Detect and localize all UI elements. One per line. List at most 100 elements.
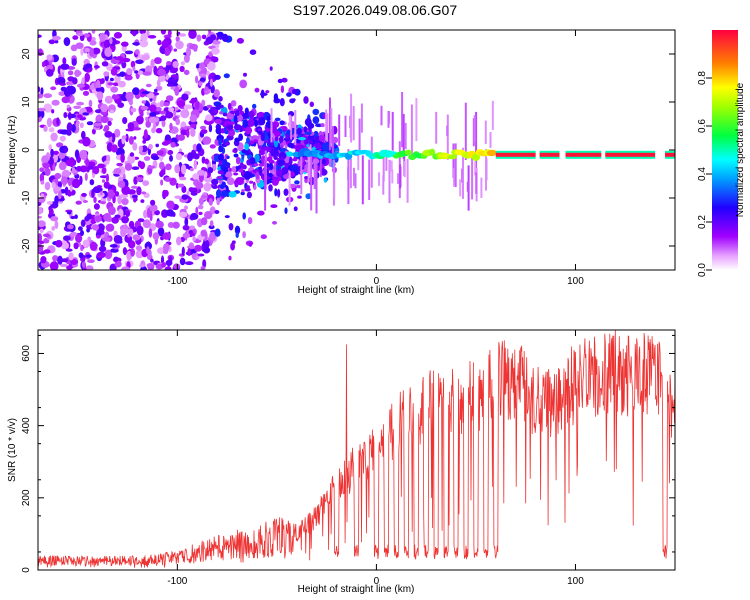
noise-speckle xyxy=(312,116,320,124)
noise-speckle xyxy=(46,69,54,77)
noise-speckle xyxy=(270,204,278,209)
noise-speckle xyxy=(182,232,191,239)
noise-speckle xyxy=(48,127,55,133)
noise-speckle xyxy=(174,106,179,111)
noise-speckle xyxy=(273,93,279,101)
noise-speckle xyxy=(198,211,203,216)
sidelobe-streak xyxy=(274,161,277,177)
noise-speckle xyxy=(125,209,131,217)
noise-speckle xyxy=(84,72,90,83)
noise-speckle xyxy=(193,45,198,52)
noise-speckle xyxy=(297,160,301,167)
noise-speckle xyxy=(58,91,66,96)
noise-speckle xyxy=(39,173,45,183)
noise-speckle xyxy=(215,123,221,130)
noise-speckle xyxy=(39,167,45,172)
spectrogram-ytick-label: 10 xyxy=(21,96,32,108)
noise-speckle xyxy=(303,126,308,133)
noise-speckle xyxy=(79,165,88,173)
snr-xtick-label: -100 xyxy=(167,576,187,587)
noise-speckle xyxy=(132,127,142,131)
noise-speckle xyxy=(277,176,282,182)
noise-speckle xyxy=(190,127,196,137)
noise-speckle xyxy=(214,108,218,115)
snr-xtick-label: 0 xyxy=(374,576,380,587)
carrier-blob xyxy=(429,148,436,156)
noise-speckle xyxy=(89,47,94,57)
noise-speckle xyxy=(181,194,189,200)
sidelobe-streak xyxy=(325,109,328,141)
noise-speckle xyxy=(209,231,217,242)
sidelobe-streak xyxy=(485,148,487,191)
noise-speckle xyxy=(189,187,198,194)
snr-ytick-label: 400 xyxy=(21,417,32,434)
noise-speckle xyxy=(218,96,223,102)
noise-speckle xyxy=(51,99,60,106)
noise-speckle xyxy=(119,71,126,77)
noise-speckle xyxy=(81,261,86,268)
noise-speckle xyxy=(231,166,237,173)
noise-speckle xyxy=(239,79,248,89)
noise-speckle xyxy=(110,86,119,93)
noise-speckle xyxy=(249,157,256,165)
noise-speckle xyxy=(54,172,62,180)
sidelobe-streak xyxy=(464,102,467,160)
noise-speckle xyxy=(216,134,224,142)
noise-speckle xyxy=(165,259,173,266)
colorbar-scale xyxy=(712,30,738,270)
noise-speckle xyxy=(65,159,74,167)
noise-speckle xyxy=(132,142,138,151)
noise-speckle xyxy=(203,182,212,192)
noise-speckle xyxy=(78,226,83,231)
noise-speckle xyxy=(174,164,181,174)
spectrogram-xtick-label: 100 xyxy=(567,276,584,287)
noise-speckle xyxy=(39,228,44,234)
noise-speckle xyxy=(108,206,116,216)
noise-speckle xyxy=(76,101,85,106)
noise-speckle xyxy=(138,145,143,152)
noise-speckle xyxy=(226,112,234,121)
noise-speckle xyxy=(141,54,150,61)
noise-speckle xyxy=(260,234,267,240)
noise-speckle xyxy=(50,216,59,222)
noise-speckle xyxy=(143,156,151,161)
noise-speckle xyxy=(140,105,149,111)
noise-speckle xyxy=(279,120,285,126)
noise-speckle xyxy=(219,184,225,189)
noise-speckle xyxy=(200,229,207,237)
noise-speckle xyxy=(232,149,237,153)
noise-speckle xyxy=(44,181,51,191)
noise-speckle xyxy=(93,196,97,203)
spectrogram-xtick-label: 0 xyxy=(374,276,380,287)
noise-speckle xyxy=(292,88,298,95)
noise-speckle xyxy=(216,197,221,206)
noise-speckle xyxy=(122,57,131,63)
noise-speckle xyxy=(140,199,145,204)
noise-speckle xyxy=(142,219,151,229)
noise-speckle xyxy=(46,117,53,128)
noise-speckle xyxy=(235,156,241,165)
noise-speckle xyxy=(180,257,184,264)
sidelobe-streak xyxy=(288,114,291,130)
noise-speckle xyxy=(136,186,142,196)
noise-speckle xyxy=(179,176,187,181)
noise-speckle xyxy=(75,234,83,243)
noise-speckle xyxy=(156,79,161,87)
noise-speckle xyxy=(180,164,187,175)
noise-speckle xyxy=(214,228,221,237)
noise-speckle xyxy=(43,233,51,238)
noise-speckle xyxy=(177,100,186,108)
sidelobe-streak xyxy=(326,113,329,132)
noise-speckle xyxy=(274,130,281,138)
noise-speckle xyxy=(233,115,238,122)
noise-speckle xyxy=(159,110,167,115)
sidelobe-streak xyxy=(354,173,357,189)
noise-speckle xyxy=(103,160,110,165)
noise-speckle xyxy=(66,265,73,270)
noise-speckle xyxy=(129,152,135,157)
sidelobe-streak xyxy=(270,108,273,143)
noise-speckle xyxy=(145,120,151,128)
noise-speckle xyxy=(117,80,126,88)
noise-speckle xyxy=(200,194,207,199)
